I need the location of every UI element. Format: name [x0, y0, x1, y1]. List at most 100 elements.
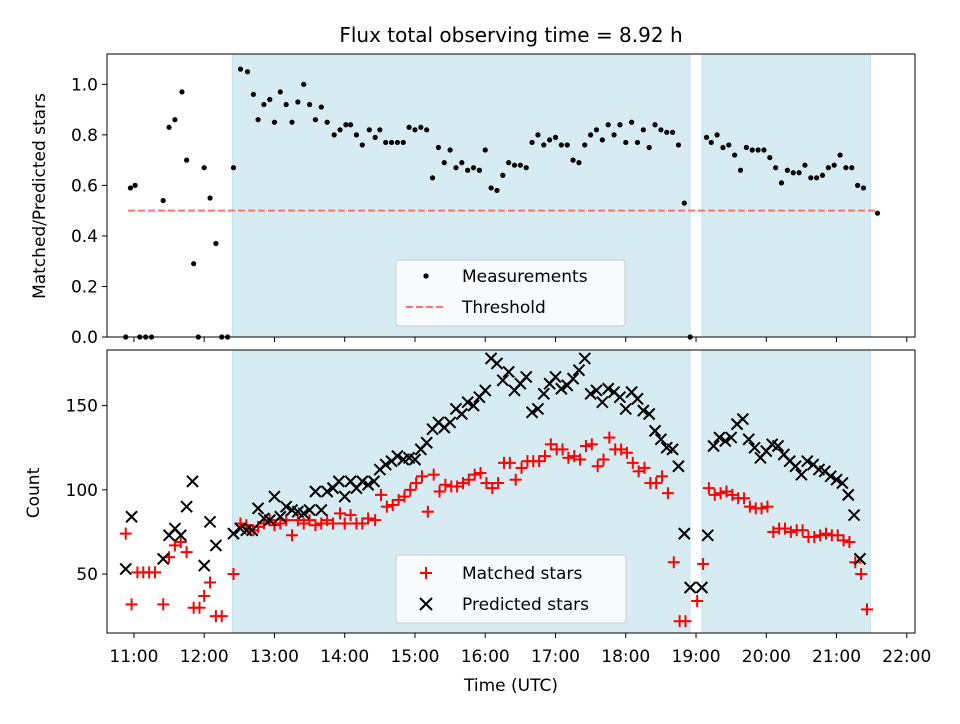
predicted-star-stroke	[234, 522, 247, 535]
predicted-star-point	[853, 552, 867, 566]
predicted-star-point	[263, 513, 276, 527]
matched-star-point	[585, 438, 598, 451]
measurement-point	[517, 162, 523, 168]
predicted-star-point	[642, 407, 656, 421]
measurement-point	[366, 127, 372, 133]
predicted-star-point	[174, 529, 187, 542]
matched-star-point	[380, 500, 393, 513]
matched-star-point	[591, 460, 604, 473]
measurement-point	[429, 175, 436, 181]
predicted-star-point	[531, 402, 545, 416]
measurement-point	[377, 127, 383, 133]
predicted-star-point	[713, 431, 726, 444]
measurement-point	[558, 142, 564, 148]
predicted-star-point	[572, 364, 586, 377]
measurement-point	[318, 104, 324, 110]
predicted-star-stroke	[683, 581, 697, 594]
predicted-star-stroke	[771, 439, 785, 453]
predicted-star-stroke	[203, 515, 217, 529]
predicted-star-point	[379, 458, 392, 471]
predicted-star-stroke	[227, 527, 240, 540]
predicted-star-point	[648, 424, 662, 438]
predicted-star-stroke	[724, 431, 738, 444]
matched-star-point	[416, 470, 429, 483]
predicted-star-stroke	[701, 529, 714, 542]
matched-star-point	[533, 455, 546, 468]
matched-star-point	[837, 534, 850, 547]
measurement-point	[802, 162, 808, 168]
matched-star-point	[574, 453, 587, 466]
xtick-label: 12:00	[180, 647, 229, 667]
measurement-point	[406, 124, 412, 130]
measurement-point	[773, 165, 779, 171]
measurement-point	[506, 160, 512, 166]
matched-star-point	[503, 456, 516, 469]
matched-star-point	[843, 536, 856, 549]
matched-star-point	[597, 453, 610, 466]
measurement-point	[394, 139, 401, 146]
predicted-star-point	[525, 406, 539, 419]
top-y-axis-label: Matched/Predicted stars	[30, 93, 50, 299]
x-axis-label: Time (UTC)	[463, 676, 558, 696]
measurement-point	[447, 147, 453, 153]
legend-matched-marker	[420, 567, 432, 579]
predicted-star-point	[119, 562, 132, 576]
predicted-star-point	[666, 443, 679, 456]
matched-star-point	[691, 594, 704, 607]
predicted-star-point	[789, 460, 802, 473]
measurement-point	[372, 134, 378, 140]
predicted-star-stroke	[197, 559, 211, 572]
predicted-star-point	[297, 507, 310, 520]
matched-star-point	[562, 451, 575, 464]
measurement-point	[459, 160, 465, 166]
xtick-label: 16:00	[461, 647, 510, 667]
legend-predicted-label: Predicted stars	[462, 595, 589, 615]
matched-star-point	[404, 483, 417, 496]
predicted-star-stroke	[303, 503, 316, 517]
top-ytick-label: 0.6	[71, 176, 98, 196]
measurement-point	[646, 144, 652, 151]
measurement-point	[576, 160, 582, 166]
bottom-ytick-label: 50	[76, 565, 98, 585]
predicted-star-stroke	[584, 387, 597, 401]
predicted-star-stroke	[291, 505, 305, 518]
predicted-star-point	[795, 468, 808, 481]
measurement-point	[599, 137, 605, 143]
measurement-point	[732, 152, 738, 158]
predicted-star-point	[240, 524, 253, 537]
measurement-point	[347, 122, 354, 128]
legend-predicted-marker	[419, 597, 433, 611]
predicted-star-stroke	[338, 490, 351, 503]
predicted-star-stroke	[555, 382, 568, 395]
matched-star-point	[544, 438, 557, 451]
measurement-point	[874, 210, 881, 216]
measurement-point	[482, 147, 488, 153]
predicted-star-point	[303, 503, 316, 517]
measurement-point	[640, 127, 646, 133]
measurement-point	[500, 172, 506, 178]
predicted-star-point	[125, 510, 138, 523]
matched-star-point	[626, 456, 639, 469]
top-ytick-label: 0.2	[71, 277, 98, 297]
predicted-star-stroke	[420, 436, 433, 449]
measurement-point	[761, 147, 767, 153]
predicted-star-point	[227, 527, 240, 540]
predicted-star-stroke	[648, 424, 662, 438]
top-x-ticks	[133, 337, 908, 342]
predicted-star-stroke	[245, 524, 259, 537]
matched-star-point	[362, 512, 375, 525]
predicted-star-point	[391, 449, 404, 463]
measurement-point	[353, 132, 360, 138]
predicted-star-stroke	[496, 374, 510, 387]
matched-star-point	[620, 446, 633, 459]
matched-star-point	[702, 482, 715, 495]
measurement-point	[767, 154, 773, 161]
top-measurement-points	[123, 66, 881, 340]
predicted-star-stroke	[379, 458, 392, 471]
predicted-star-point	[847, 508, 861, 522]
legend-matched-label: Matched stars	[462, 564, 582, 584]
predicted-star-point	[268, 490, 281, 503]
predicted-star-point	[203, 515, 217, 529]
matched-star-point	[650, 477, 663, 490]
predicted-star-stroke	[678, 527, 691, 540]
